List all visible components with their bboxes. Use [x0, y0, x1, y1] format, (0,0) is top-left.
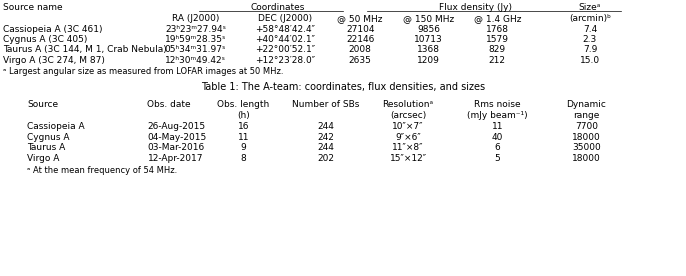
Text: 829: 829: [489, 45, 506, 54]
Text: Dynamic: Dynamic: [567, 100, 606, 109]
Text: 8: 8: [241, 154, 246, 163]
Text: 5: 5: [495, 154, 500, 163]
Text: 2635: 2635: [348, 56, 372, 65]
Text: ᵃ Largest angular size as measured from LOFAR images at 50 MHz.: ᵃ Largest angular size as measured from …: [3, 67, 284, 76]
Text: Rms noise: Rms noise: [474, 100, 521, 109]
Text: 2.3: 2.3: [583, 35, 597, 44]
Text: range: range: [573, 111, 600, 120]
Text: (mJy beam⁻¹): (mJy beam⁻¹): [467, 111, 528, 120]
Text: ᵃ At the mean frequency of 54 MHz.: ᵃ At the mean frequency of 54 MHz.: [27, 166, 178, 175]
Text: 2008: 2008: [348, 45, 372, 54]
Text: 35000: 35000: [572, 143, 601, 152]
Text: (arcmin)ᵇ: (arcmin)ᵇ: [569, 14, 611, 23]
Text: DEC (J2000): DEC (J2000): [258, 14, 311, 23]
Text: 9″×6″: 9″×6″: [395, 133, 421, 142]
Text: Cassiopeia A (3C 461): Cassiopeia A (3C 461): [3, 25, 103, 34]
Text: 9: 9: [241, 143, 246, 152]
Text: Resolutionᵃ: Resolutionᵃ: [383, 100, 434, 109]
Text: (arcsec): (arcsec): [390, 111, 426, 120]
Text: 27104: 27104: [346, 25, 375, 34]
Text: Virgo A: Virgo A: [27, 154, 60, 163]
Text: 7.9: 7.9: [583, 45, 597, 54]
Text: 6: 6: [495, 143, 500, 152]
Text: Cassiopeia A: Cassiopeia A: [27, 122, 85, 131]
Text: +22°00′52.1″: +22°00′52.1″: [255, 45, 315, 54]
Text: 202: 202: [318, 154, 334, 163]
Text: 18000: 18000: [572, 133, 601, 142]
Text: @ 1.4 GHz: @ 1.4 GHz: [473, 14, 521, 23]
Text: 15″×12″: 15″×12″: [390, 154, 427, 163]
Text: 22146: 22146: [346, 35, 375, 44]
Text: Flux density (Jy): Flux density (Jy): [438, 3, 512, 12]
Text: 10″×7″: 10″×7″: [392, 122, 424, 131]
Text: Table 1: The A-team: coordinates, flux densities, and sizes: Table 1: The A-team: coordinates, flux d…: [201, 82, 485, 92]
Text: 10713: 10713: [414, 35, 443, 44]
Text: 1768: 1768: [486, 25, 509, 34]
Text: 11: 11: [238, 133, 249, 142]
Text: 1368: 1368: [417, 45, 440, 54]
Text: 9856: 9856: [417, 25, 440, 34]
Text: 15.0: 15.0: [580, 56, 600, 65]
Text: +58°48′42.4″: +58°48′42.4″: [255, 25, 315, 34]
Text: 244: 244: [318, 143, 334, 152]
Text: Source: Source: [27, 100, 58, 109]
Text: 05ʰ34ᵐ31.97ˢ: 05ʰ34ᵐ31.97ˢ: [165, 45, 226, 54]
Text: 7.4: 7.4: [583, 25, 597, 34]
Text: Sizeᵃ: Sizeᵃ: [579, 3, 601, 12]
Text: Source name: Source name: [3, 3, 63, 12]
Text: 16: 16: [238, 122, 249, 131]
Text: +12°23′28.0″: +12°23′28.0″: [255, 56, 315, 65]
Text: 1579: 1579: [486, 35, 509, 44]
Text: 1209: 1209: [417, 56, 440, 65]
Text: Number of SBs: Number of SBs: [292, 100, 359, 109]
Text: 12ʰ30ᵐ49.42ˢ: 12ʰ30ᵐ49.42ˢ: [165, 56, 226, 65]
Text: Cygnus A (3C 405): Cygnus A (3C 405): [3, 35, 88, 44]
Text: 04-May-2015: 04-May-2015: [147, 133, 206, 142]
Text: 11″×8″: 11″×8″: [392, 143, 424, 152]
Text: 23ʰ23ᵐ27.94ˢ: 23ʰ23ᵐ27.94ˢ: [165, 25, 226, 34]
Text: 03-Mar-2016: 03-Mar-2016: [147, 143, 204, 152]
Text: 242: 242: [318, 133, 334, 142]
Text: @ 50 MHz: @ 50 MHz: [338, 14, 383, 23]
Text: 12-Apr-2017: 12-Apr-2017: [147, 154, 203, 163]
Text: @ 150 MHz: @ 150 MHz: [403, 14, 454, 23]
Text: Obs. length: Obs. length: [217, 100, 270, 109]
Text: Coordinates: Coordinates: [250, 3, 305, 12]
Text: 18000: 18000: [572, 154, 601, 163]
Text: 212: 212: [489, 56, 506, 65]
Text: RA (J2000): RA (J2000): [172, 14, 220, 23]
Text: (h): (h): [237, 111, 250, 120]
Text: 11: 11: [492, 122, 503, 131]
Text: Obs. date: Obs. date: [147, 100, 191, 109]
Text: Taurus A: Taurus A: [27, 143, 66, 152]
Text: Virgo A (3C 274, M 87): Virgo A (3C 274, M 87): [3, 56, 106, 65]
Text: Cygnus A: Cygnus A: [27, 133, 70, 142]
Text: Taurus A (3C 144, M 1, Crab Nebula): Taurus A (3C 144, M 1, Crab Nebula): [3, 45, 167, 54]
Text: 19ʰ59ᵐ28.35ˢ: 19ʰ59ᵐ28.35ˢ: [165, 35, 226, 44]
Text: 40: 40: [492, 133, 503, 142]
Text: 244: 244: [318, 122, 334, 131]
Text: 7700: 7700: [575, 122, 598, 131]
Text: +40°44′02.1″: +40°44′02.1″: [255, 35, 315, 44]
Text: 26-Aug-2015: 26-Aug-2015: [147, 122, 206, 131]
